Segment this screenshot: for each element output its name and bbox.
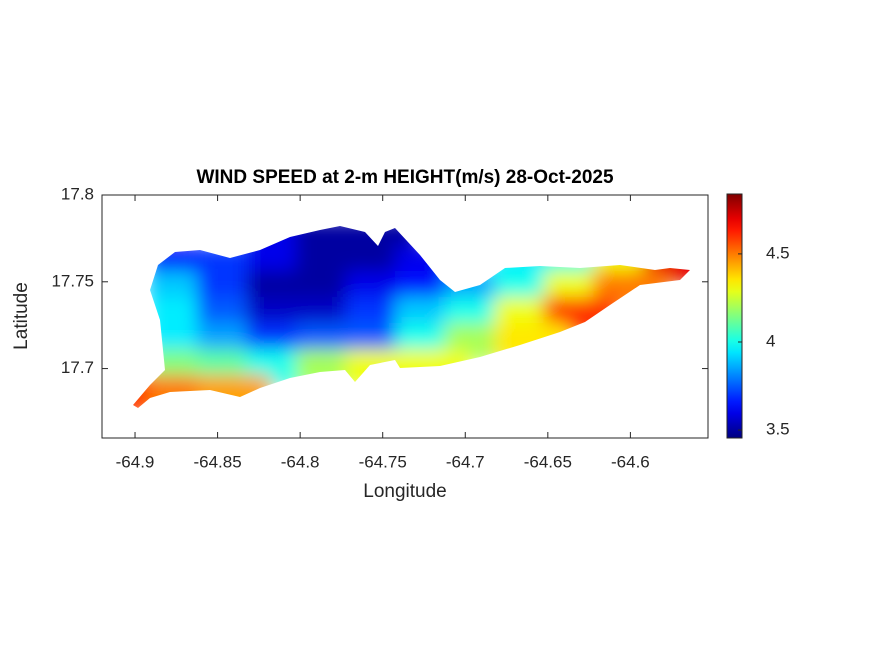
- x-tick-label: -64.9: [116, 452, 155, 471]
- y-tick-label: 17.7: [61, 358, 94, 377]
- x-tick-label: -64.6: [611, 452, 650, 471]
- y-tick-label: 17.8: [61, 184, 94, 203]
- y-tick-label: 17.75: [51, 271, 94, 290]
- x-axis-label: Longitude: [363, 481, 446, 502]
- colorbar: [726, 193, 743, 439]
- x-tick-label: -64.75: [359, 452, 407, 471]
- colorbar-tick-label: 4: [766, 331, 775, 350]
- x-tick-label: -64.65: [524, 452, 572, 471]
- y-axis-label: Latitude: [11, 282, 32, 350]
- x-tick-label: -64.7: [446, 452, 485, 471]
- axes-box: [101, 194, 709, 439]
- x-tick-label: -64.85: [193, 452, 241, 471]
- colorbar-tick-label: 3.5: [766, 420, 790, 439]
- x-tick-label: -64.8: [281, 452, 320, 471]
- colorbar-tick-label: 4.5: [766, 243, 790, 262]
- chart-title: WIND SPEED at 2-m HEIGHT(m/s) 28-Oct-202…: [196, 167, 613, 188]
